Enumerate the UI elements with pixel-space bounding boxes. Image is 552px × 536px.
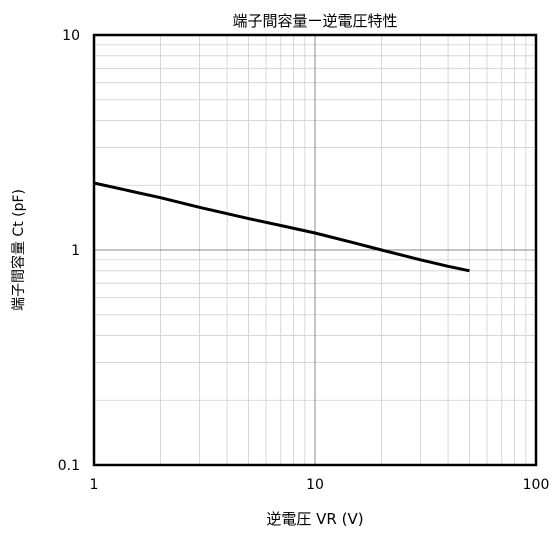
y-tick-label: 1 bbox=[71, 243, 80, 259]
plot-frame bbox=[92, 33, 538, 467]
chart-title: 端子間容量ー逆電圧特性 bbox=[232, 12, 397, 30]
y-axis-label: 端子間容量 Ct (pF) bbox=[10, 189, 27, 311]
x-tick-label: 1 bbox=[90, 477, 99, 493]
major-grid bbox=[94, 35, 536, 465]
y-tick-label: 10 bbox=[62, 28, 80, 44]
x-axis-label: 逆電圧 VR (V) bbox=[266, 510, 363, 528]
x-tick-label: 100 bbox=[523, 477, 550, 493]
x-tick-label: 10 bbox=[306, 477, 324, 493]
series-line bbox=[93, 181, 470, 273]
series-layer bbox=[93, 181, 470, 273]
y-tick-label: 0.1 bbox=[58, 458, 80, 474]
x-tick-labels: 1 10 100 bbox=[90, 477, 550, 493]
y-tick-labels: 0.1 1 10 bbox=[58, 28, 80, 474]
